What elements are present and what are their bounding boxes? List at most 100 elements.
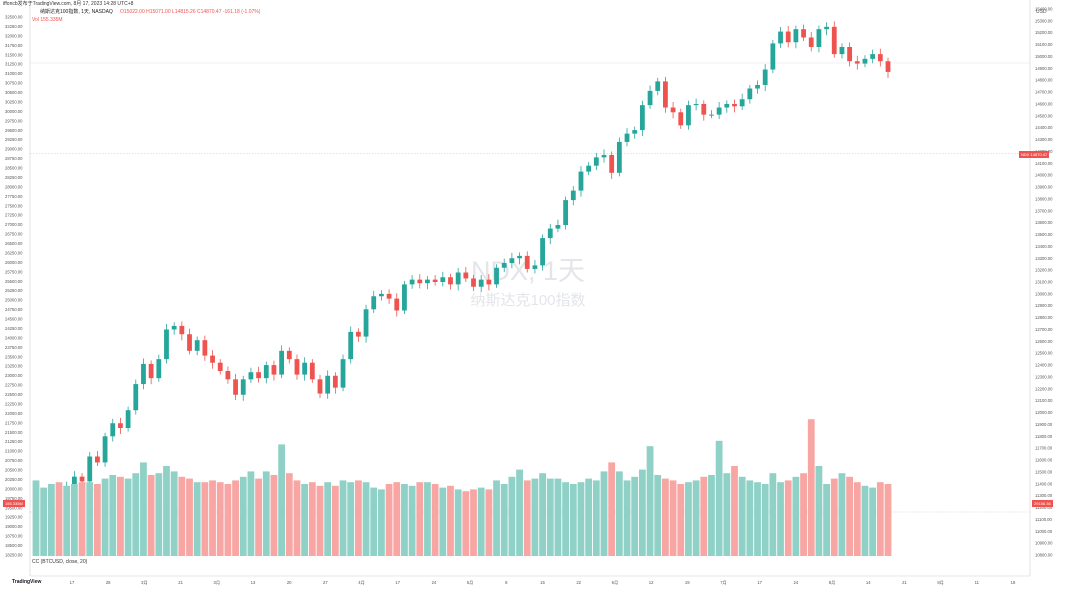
volume-bar bbox=[615, 471, 623, 556]
volume-last-tag: 155.335M bbox=[3, 500, 25, 507]
ndx-last-price-tag: NDX 14870.47 bbox=[1019, 151, 1050, 158]
candle-body bbox=[355, 331, 361, 337]
candle-body bbox=[95, 456, 100, 463]
volume-bar bbox=[500, 484, 508, 556]
left-tick-label: 22000.00 bbox=[5, 411, 23, 416]
symbol-title[interactable]: 纳斯达克100指数, 1天, NASDAQ bbox=[40, 9, 113, 15]
right-tick-label: 14700.00 bbox=[1035, 90, 1053, 95]
volume-bar bbox=[216, 482, 224, 556]
volume-bar bbox=[493, 480, 500, 556]
right-tick-label: 12700.00 bbox=[1035, 327, 1053, 332]
candle-body bbox=[854, 61, 860, 64]
volume-bar bbox=[63, 485, 71, 556]
candle-body bbox=[808, 37, 814, 47]
volume-bar bbox=[447, 485, 454, 556]
time-tick-label: 17 bbox=[395, 580, 400, 585]
candle-body bbox=[663, 81, 668, 108]
volume-bar bbox=[47, 484, 55, 556]
candle-body bbox=[202, 340, 208, 356]
right-tick-label: 13600.00 bbox=[1035, 220, 1053, 225]
left-tick-label: 31250.00 bbox=[5, 62, 23, 67]
left-tick-label: 20000.00 bbox=[5, 486, 23, 491]
right-tick-label: 11100.00 bbox=[1035, 517, 1053, 522]
volume-bar bbox=[70, 484, 78, 556]
candle-body bbox=[286, 350, 292, 360]
candle-body bbox=[647, 90, 653, 106]
volume-bar bbox=[239, 476, 247, 556]
volume-bar bbox=[708, 475, 715, 556]
volume-bar bbox=[431, 484, 439, 556]
right-tick-label: 11600.00 bbox=[1035, 458, 1053, 463]
left-tick-label: 28500.00 bbox=[5, 166, 23, 171]
volume-bar bbox=[692, 480, 700, 556]
left-tick-label: 26000.00 bbox=[5, 260, 23, 265]
left-tick-label: 25750.00 bbox=[5, 269, 23, 274]
volume-bar bbox=[823, 484, 830, 556]
volume-bar bbox=[731, 466, 738, 556]
candle-body bbox=[118, 423, 123, 428]
volume-bar bbox=[815, 466, 823, 556]
candle-body bbox=[831, 26, 837, 55]
candle-body bbox=[686, 105, 691, 126]
volume-bar bbox=[677, 484, 685, 556]
volume-bar bbox=[401, 484, 408, 556]
right-tick-label: 15000.00 bbox=[1035, 54, 1053, 59]
candle-body bbox=[233, 379, 238, 395]
candle-body bbox=[87, 456, 93, 482]
time-tick-label: 4月 bbox=[358, 580, 365, 586]
time-tick-label: 3月 bbox=[141, 580, 148, 586]
volume-bar bbox=[761, 484, 769, 556]
volume-bar bbox=[830, 478, 838, 556]
candle-body bbox=[885, 61, 891, 72]
candle-body bbox=[578, 171, 584, 191]
candle-body bbox=[332, 375, 338, 388]
candle-body bbox=[425, 279, 430, 284]
candle-body bbox=[877, 54, 883, 62]
left-tick-label: 31500.00 bbox=[5, 52, 23, 57]
tradingview-logo[interactable]: TradingView bbox=[12, 579, 42, 585]
candle-body bbox=[785, 31, 791, 43]
volume-bar bbox=[861, 485, 869, 556]
left-tick-label: 25000.00 bbox=[5, 298, 23, 303]
volume-bar bbox=[723, 473, 731, 556]
candle-body bbox=[256, 372, 261, 379]
volume-bar bbox=[662, 478, 669, 556]
candle-body bbox=[210, 355, 215, 363]
volume-bar bbox=[838, 473, 846, 556]
volume-bar bbox=[754, 482, 761, 556]
volume-bar bbox=[569, 484, 577, 556]
time-tick-label: 21 bbox=[178, 580, 183, 585]
time-tick-label: 12 bbox=[649, 580, 654, 585]
volume-bar bbox=[301, 484, 309, 556]
time-tick-label: 8月 bbox=[829, 580, 836, 586]
time-tick-label: 7月 bbox=[720, 580, 727, 586]
volume-bar bbox=[884, 484, 892, 556]
right-tick-label: 12000.00 bbox=[1035, 410, 1053, 415]
candle-body bbox=[609, 154, 615, 173]
time-tick-label: 18 bbox=[1011, 580, 1016, 585]
time-tick-label: 5月 bbox=[467, 580, 474, 586]
indicator-label[interactable]: CC (BTCUSD, close, 20) bbox=[32, 559, 88, 565]
candle-body bbox=[294, 359, 300, 375]
volume-bar bbox=[738, 476, 746, 556]
volume-bar bbox=[385, 484, 393, 556]
left-tick-label: 29000.00 bbox=[5, 147, 23, 152]
volume-bar bbox=[86, 482, 94, 556]
volume-bar bbox=[339, 480, 347, 556]
right-tick-label: 13000.00 bbox=[1035, 291, 1053, 296]
volume-bar bbox=[439, 487, 447, 556]
volume-bar bbox=[293, 480, 301, 556]
volume-bar bbox=[523, 480, 531, 556]
left-tick-label: 31000.00 bbox=[5, 71, 23, 76]
publisher-line: iffoncb发布于TradingView.com, 8月 17, 2023 1… bbox=[3, 1, 134, 7]
candle-body bbox=[263, 365, 269, 379]
candle-body bbox=[110, 423, 116, 437]
candle-body bbox=[547, 228, 553, 239]
time-tick-label: 17 bbox=[757, 580, 762, 585]
right-tick-label: 13400.00 bbox=[1035, 244, 1053, 249]
volume-bar bbox=[685, 482, 692, 556]
volume-bar bbox=[669, 480, 677, 556]
candle-body bbox=[363, 309, 369, 337]
left-tick-label: 22500.00 bbox=[5, 392, 23, 397]
